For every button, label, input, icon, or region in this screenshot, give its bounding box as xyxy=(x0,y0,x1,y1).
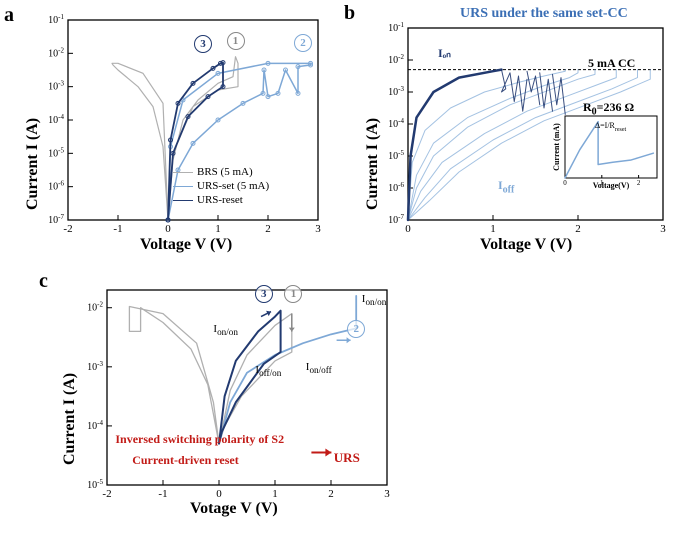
chart-c: -2 -1 0 1 2 3 10-5 10-4 10-3 10-2 xyxy=(35,270,415,530)
svg-text:10-6: 10-6 xyxy=(48,180,64,193)
ion-label: Iₒₙ xyxy=(438,46,451,61)
chart-a: -2 -1 0 1 2 3 10-7 10-6 10-5 10-4 10-3 10-2 10-1 xyxy=(0,0,340,260)
svg-text:10-5: 10-5 xyxy=(48,146,64,159)
legend-urs-reset-label: URS-reset xyxy=(197,194,243,206)
red-urs: URS xyxy=(334,450,360,466)
legend-brs-label: BRS (5 mA) xyxy=(197,166,253,178)
panel-c: c -2-1012310-510-410-310-2 Current I (A)… xyxy=(35,270,415,530)
svg-text:-2: -2 xyxy=(63,223,72,235)
svg-text:Voltage(V): Voltage(V) xyxy=(593,181,630,190)
svg-text:10-4: 10-4 xyxy=(388,117,404,130)
legend-urs-reset: URS-reset xyxy=(173,193,269,207)
legend-urs-set-label: URS-set (5 mA) xyxy=(197,180,269,192)
ionoff: Ion/off xyxy=(306,361,332,375)
svg-text:1: 1 xyxy=(272,488,278,500)
svg-text:Current (mA): Current (mA) xyxy=(552,123,561,171)
marker-3-c: 3 xyxy=(255,285,273,303)
chart-b: 0 1 2 3 10-7 10-6 10-5 10-4 10-3 10-2 10-1 Voltage(… xyxy=(340,0,685,260)
svg-text:3: 3 xyxy=(315,223,321,235)
svg-text:10-3: 10-3 xyxy=(388,85,404,98)
svg-text:10-5: 10-5 xyxy=(87,478,103,491)
ionon-a: Ion/on xyxy=(213,323,238,337)
panel-a: a -2-1012310-710-610-510-410-310-210-1 C… xyxy=(0,0,340,260)
svg-text:0: 0 xyxy=(165,223,171,235)
ionon-b: Ion/on xyxy=(362,293,387,307)
svg-text:3: 3 xyxy=(660,223,666,235)
r0-label: R0=236 Ω xyxy=(583,100,634,117)
svg-text:0: 0 xyxy=(216,488,222,500)
cc-label: 5 mA CC xyxy=(588,56,635,71)
svg-text:2: 2 xyxy=(575,223,581,235)
svg-text:1: 1 xyxy=(490,223,496,235)
marker-2-a: 2 xyxy=(294,34,312,52)
ioff-label: Ioff xyxy=(498,178,514,195)
svg-text:0: 0 xyxy=(405,223,411,235)
red-line-2: Current-driven reset xyxy=(132,453,239,468)
svg-text:3: 3 xyxy=(384,488,390,500)
ylabel-a: Current I (A) xyxy=(24,118,42,210)
svg-text:-1: -1 xyxy=(113,223,122,235)
svg-text:10-2: 10-2 xyxy=(388,53,404,66)
svg-text:2: 2 xyxy=(328,488,334,500)
figure: a -2-1012310-710-610-510-410-310-210-1 C… xyxy=(0,0,685,535)
legend-a: BRS (5 mA) URS-set (5 mA) URS-reset xyxy=(173,165,269,207)
svg-text:2: 2 xyxy=(637,179,641,187)
svg-text:10-4: 10-4 xyxy=(87,419,103,432)
xlabel-b: Voltage V (V) xyxy=(480,236,572,254)
svg-text:10-7: 10-7 xyxy=(388,213,404,226)
marker-1-a: 1 xyxy=(227,32,245,50)
legend-urs-set: URS-set (5 mA) xyxy=(173,179,269,193)
svg-text:-1: -1 xyxy=(158,488,167,500)
svg-text:2: 2 xyxy=(265,223,271,235)
svg-text:10-1: 10-1 xyxy=(388,21,404,34)
svg-text:10-2: 10-2 xyxy=(48,46,64,59)
svg-text:0: 0 xyxy=(563,179,567,187)
svg-text:10-7: 10-7 xyxy=(48,213,64,226)
ioffon: Ioff/on xyxy=(255,364,281,378)
panel-b: b URS under the same set-CC 012310-710-6… xyxy=(340,0,685,260)
ylabel-b: Current I (A) xyxy=(364,118,382,210)
xlabel-a: Voltage V (V) xyxy=(140,236,232,254)
xlabel-c: Votage V (V) xyxy=(190,500,278,518)
red-line-1: Inversed switching polarity of S2 xyxy=(115,432,284,447)
svg-text:10-1: 10-1 xyxy=(48,13,64,26)
legend-brs: BRS (5 mA) xyxy=(173,165,269,179)
svg-text:10-3: 10-3 xyxy=(87,360,103,373)
svg-text:1: 1 xyxy=(600,179,604,187)
svg-text:10-5: 10-5 xyxy=(388,149,404,162)
svg-text:10-2: 10-2 xyxy=(87,301,103,314)
svg-text:10-6: 10-6 xyxy=(388,181,404,194)
svg-text:1: 1 xyxy=(215,223,221,235)
svg-text:10-3: 10-3 xyxy=(48,80,64,93)
svg-text:10-4: 10-4 xyxy=(48,113,64,126)
svg-text:-2: -2 xyxy=(102,488,111,500)
ylabel-c: Current I (A) xyxy=(61,373,79,465)
